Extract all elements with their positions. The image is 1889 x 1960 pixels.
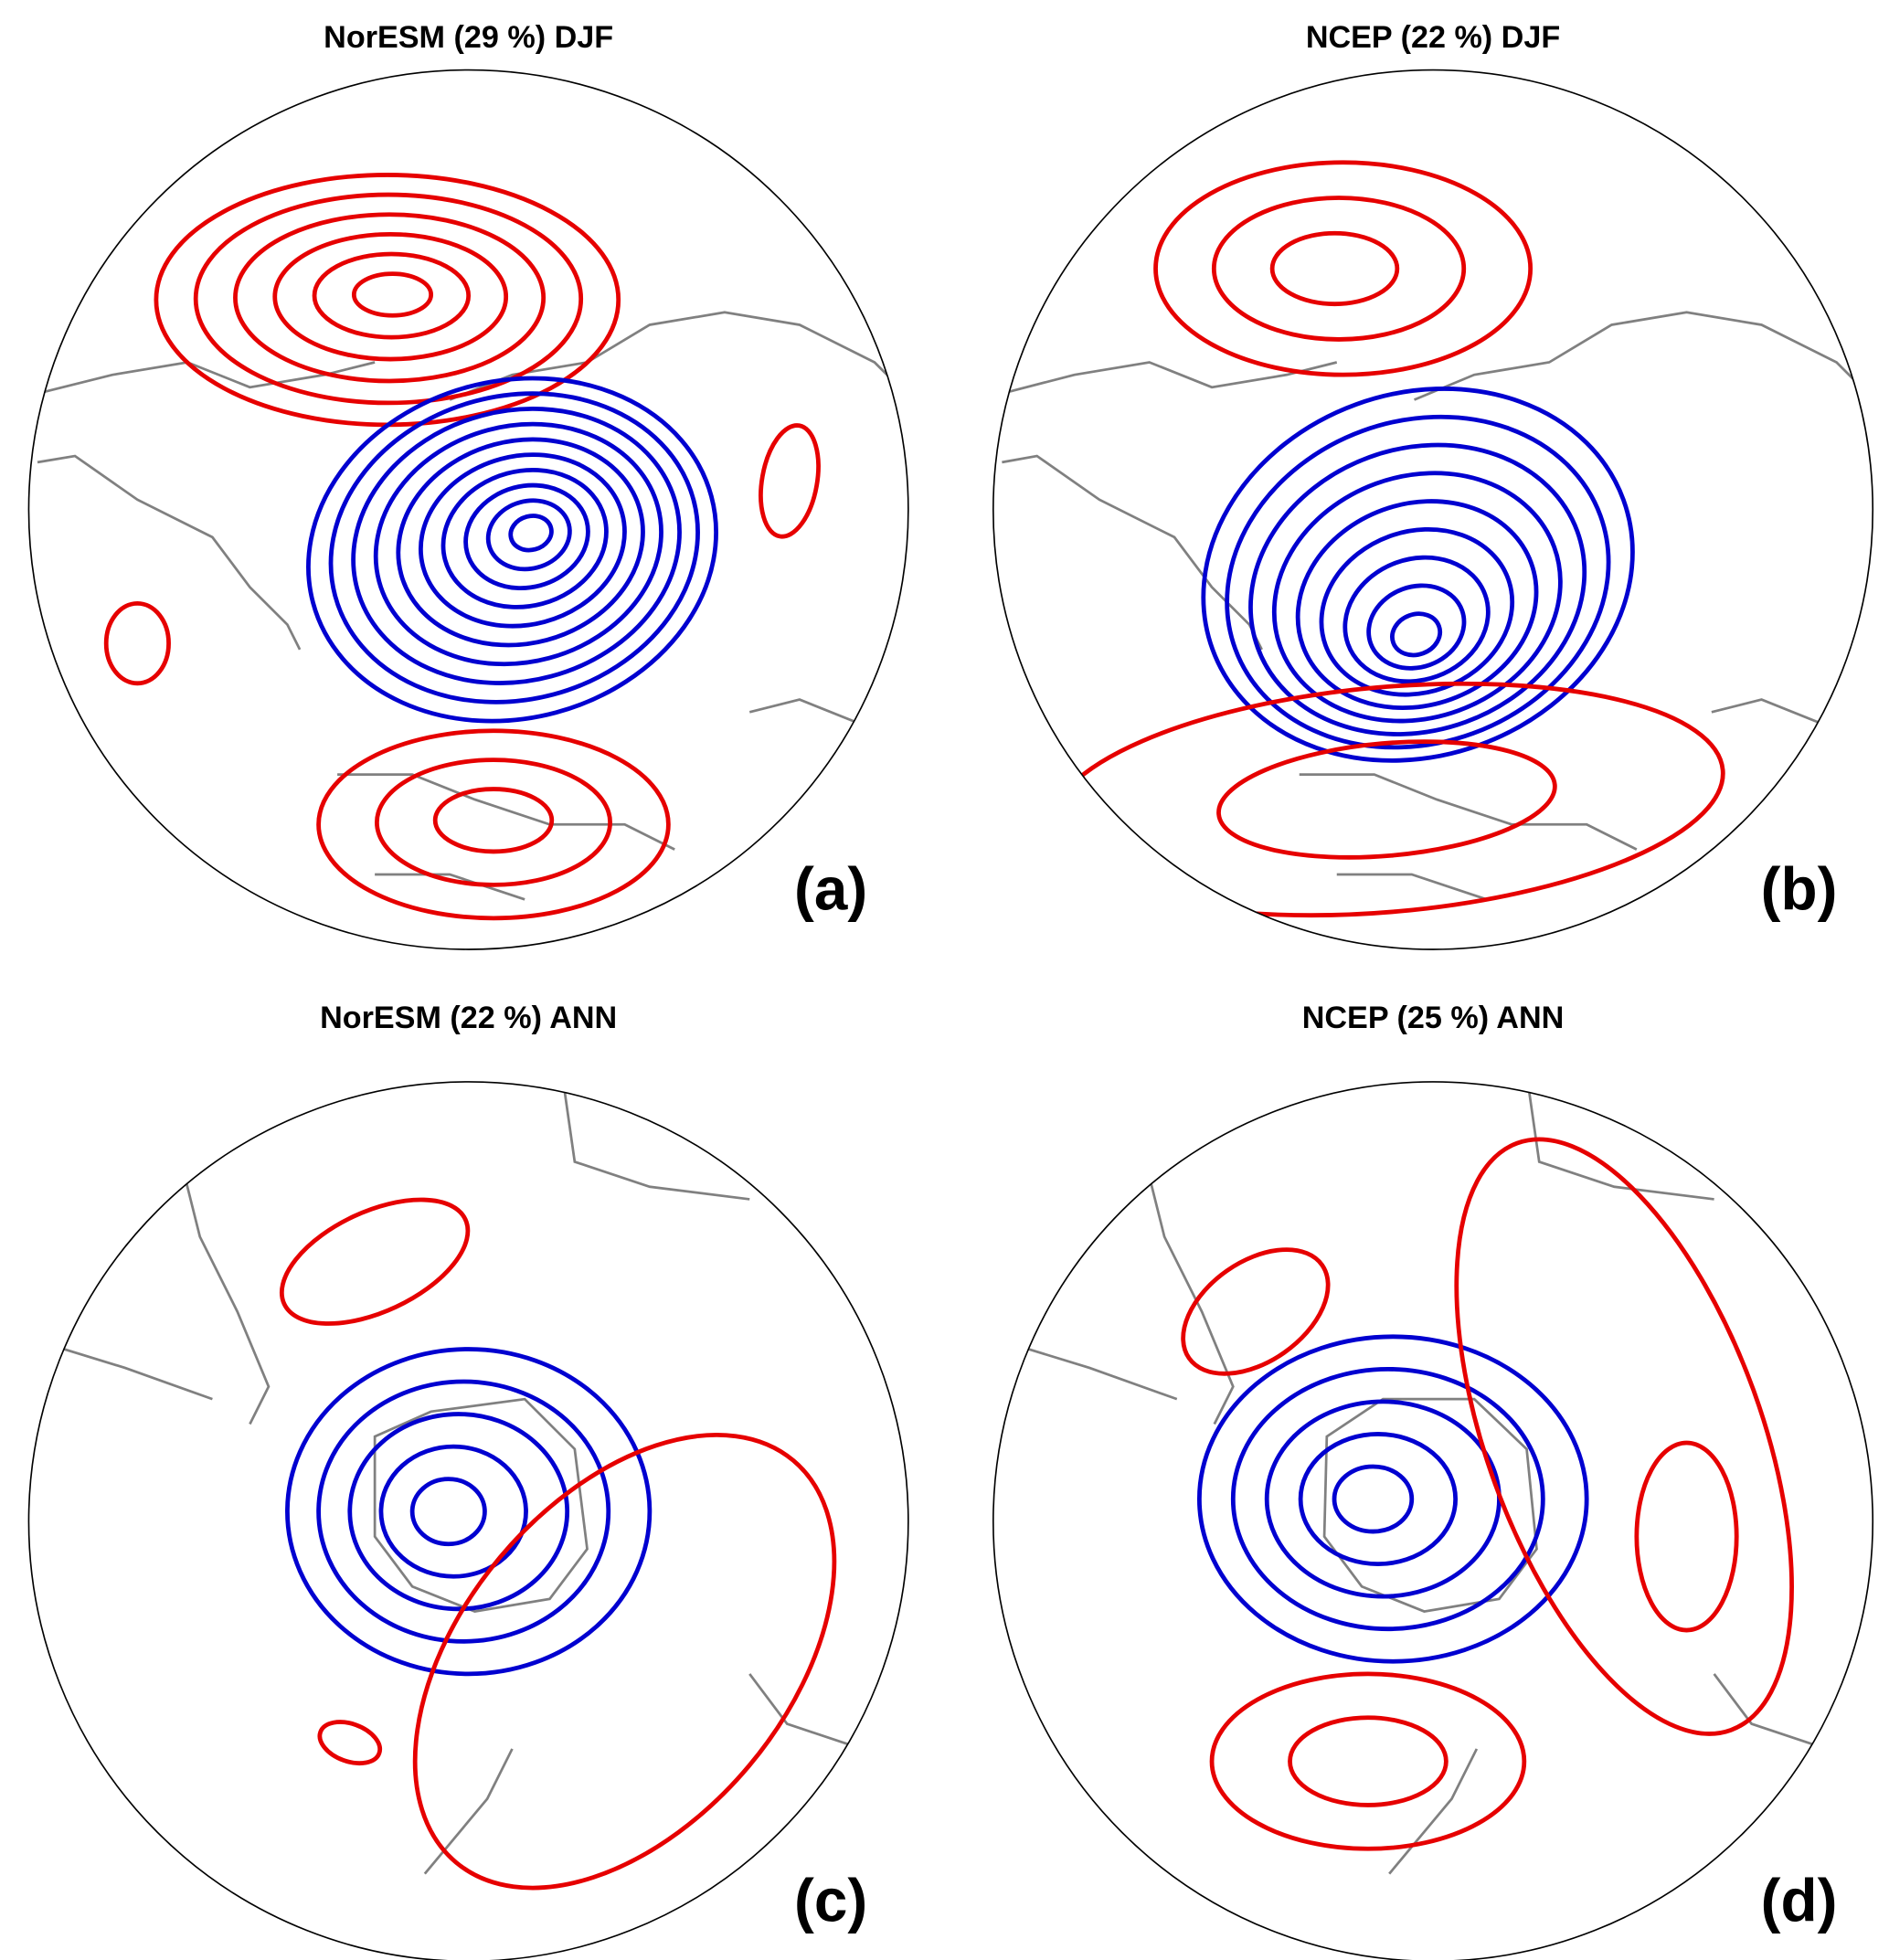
contour [193, 192, 584, 406]
contour [1390, 611, 1443, 658]
contour [312, 251, 472, 340]
map-border [992, 69, 1874, 950]
contour [396, 437, 645, 648]
contour [351, 407, 682, 685]
contour [419, 452, 627, 629]
panel-title: NCEP (25 %) ANN [1302, 1001, 1565, 1035]
contour [1366, 583, 1467, 671]
panel-label: (d) [1761, 1868, 1838, 1934]
coastline [37, 311, 908, 901]
contour [375, 758, 612, 887]
map-border [27, 69, 909, 950]
contour [279, 1197, 471, 1326]
coastline [1007, 1081, 1828, 1875]
contour [316, 728, 671, 921]
contour [1248, 442, 1587, 736]
contour [316, 1379, 611, 1644]
panel-label: (a) [794, 855, 867, 922]
panel-title: NorESM (22 %) ANN [320, 1001, 617, 1035]
contour [272, 231, 509, 362]
contour [1230, 1366, 1545, 1632]
map-panel [1007, 1081, 1828, 1875]
panel-label: (b) [1761, 855, 1838, 922]
contour [1209, 1671, 1527, 1851]
contour [409, 1477, 487, 1547]
contour [317, 1720, 383, 1766]
contour [508, 514, 554, 553]
contour [1342, 555, 1491, 684]
contour [1288, 1715, 1449, 1807]
contour [378, 1444, 528, 1579]
contour [347, 1412, 570, 1612]
contour [1196, 1334, 1589, 1664]
contour [1634, 1440, 1739, 1633]
contour [233, 212, 547, 384]
panel-title: NorESM (29 %) DJF [324, 20, 613, 55]
contour [306, 376, 718, 724]
panel-label: (c) [794, 1868, 867, 1934]
contour [285, 1347, 653, 1677]
map-border [27, 1081, 909, 1960]
map-panel [37, 173, 908, 921]
contour [1216, 739, 1557, 860]
contour [440, 467, 609, 609]
contour [1332, 1464, 1415, 1534]
contour [1048, 681, 1725, 918]
contour [759, 423, 821, 539]
contour [463, 482, 590, 591]
map-border [992, 1081, 1873, 1960]
contour [485, 498, 572, 572]
contour [1269, 230, 1400, 307]
contour [1454, 1137, 1794, 1736]
contour [1211, 196, 1467, 342]
contour [1295, 499, 1539, 711]
map-panel [43, 1081, 863, 1891]
contour [1319, 526, 1515, 697]
contour [1298, 1432, 1459, 1566]
contour [103, 600, 171, 686]
coastline [1002, 311, 1873, 901]
contour [328, 391, 700, 705]
panel-title: NCEP (22 %) DJF [1306, 20, 1560, 55]
contour [373, 421, 663, 667]
contour [1181, 1247, 1331, 1376]
contour [412, 1433, 837, 1891]
contour [1271, 471, 1563, 724]
contour [1153, 160, 1533, 377]
map-panel [1002, 160, 1873, 918]
coastline [43, 1081, 863, 1875]
contour [351, 271, 434, 318]
contour [432, 787, 555, 854]
contour [1225, 414, 1611, 750]
